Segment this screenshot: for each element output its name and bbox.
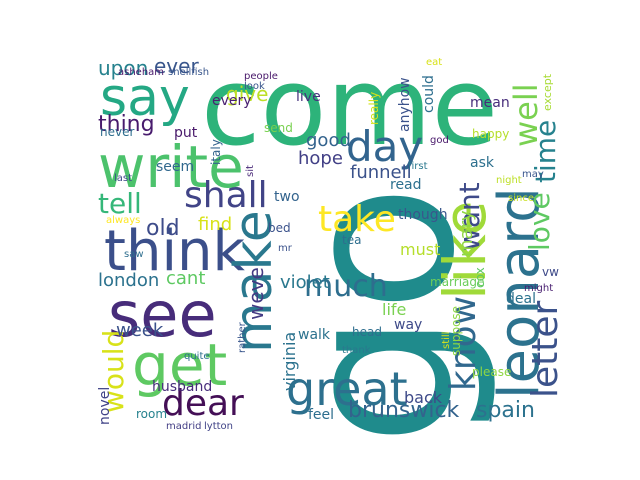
word-say: say [100, 68, 190, 128]
word-sit: sit [245, 164, 256, 177]
word-hope: hope [298, 148, 343, 169]
word-brunswick: brunswick [348, 398, 460, 423]
word-mary: mary [456, 210, 477, 257]
word-take: take [318, 199, 396, 240]
word-might: might [524, 283, 554, 294]
word-please: please [472, 365, 512, 379]
word-life: life [382, 300, 407, 319]
word-thing: thing [98, 112, 155, 137]
word-seem: seem [156, 159, 195, 175]
word-still: still [441, 331, 452, 349]
word-saw: saw [124, 249, 144, 260]
word-lytton: lytton [204, 421, 233, 432]
word-bed: bed [268, 221, 291, 235]
word-send: send [264, 121, 293, 135]
word-husband: husband [152, 379, 213, 395]
word-tea: tea [342, 233, 362, 247]
word-get: get [132, 331, 228, 399]
word-week: week [116, 320, 164, 341]
word-mr: mr [278, 243, 292, 254]
word-cloud: come go write think leonard see make say like get… [96, 56, 562, 436]
word-dear: dear [162, 383, 244, 424]
word-madrid: madrid [166, 421, 202, 432]
word-deal: deal [506, 291, 536, 307]
word-live: live [296, 89, 321, 105]
word-good: good [306, 130, 351, 151]
word-always: always [106, 215, 141, 226]
word-much: much [304, 269, 388, 304]
word-first: first [408, 161, 428, 172]
word-old: old [146, 216, 180, 241]
word-london: london [98, 270, 160, 291]
word-find: find [198, 214, 233, 235]
word-every: every [212, 93, 252, 109]
word-way: way [394, 317, 423, 333]
word-people: people [244, 71, 278, 82]
word-since: since [508, 193, 534, 204]
word-asheham: asheham [118, 67, 165, 78]
word-novel: novel [97, 387, 113, 426]
word-see: see [108, 278, 217, 351]
word-day: day [346, 122, 424, 171]
word-eat: eat [426, 57, 443, 68]
word-tell: tell [98, 187, 142, 220]
word-walk: walk [298, 327, 331, 343]
word-great: great [286, 362, 408, 416]
word-happy: happy [472, 127, 510, 141]
word-thank: thank [342, 345, 371, 356]
word-write: write [98, 133, 244, 201]
word-funnell: funnell [350, 162, 412, 183]
word-head: head [352, 325, 382, 339]
word-may: may [522, 169, 544, 180]
word-rather: rather [237, 322, 248, 354]
word-shall: shall [184, 175, 268, 216]
word-italy: italy [209, 139, 223, 166]
word-letter: letter [525, 300, 562, 398]
word-two: two [274, 189, 300, 205]
word-room: room [136, 407, 168, 421]
word-read: read [390, 177, 422, 193]
word-feel: feel [308, 407, 335, 423]
word-vw: vw [542, 265, 559, 279]
word-except: except [541, 73, 554, 111]
word-ever: ever [154, 56, 199, 78]
word-night: night [496, 175, 522, 186]
word-could: could [421, 75, 437, 114]
word-give: give [226, 82, 269, 106]
word-come: come [201, 56, 499, 170]
word-though: though [398, 207, 448, 223]
word-must: must [400, 240, 441, 259]
word-cox: cox [473, 267, 487, 289]
word-spain: spain [476, 398, 535, 423]
word-ask: ask [470, 155, 494, 171]
word-never: never [100, 125, 135, 139]
word-upon: upon [98, 56, 149, 80]
word-really: really [367, 91, 381, 125]
word-think: think [104, 219, 245, 284]
word-weve: weve [244, 266, 268, 320]
word-put: put [174, 125, 198, 141]
word-quite: quite [184, 351, 210, 362]
word-last: last [114, 173, 133, 184]
word-mean: mean [470, 95, 510, 111]
word-look: look [244, 81, 265, 92]
word-marriage: marriage [430, 275, 485, 289]
word-cant: cant [166, 268, 206, 289]
word-anyhow: anyhow [397, 77, 413, 133]
word-back: back [404, 388, 443, 407]
word-virginia: virginia [280, 332, 299, 392]
word-god: god [430, 135, 449, 146]
word-violet: violet [280, 272, 330, 293]
word-shellfish: shellfish [168, 67, 210, 78]
